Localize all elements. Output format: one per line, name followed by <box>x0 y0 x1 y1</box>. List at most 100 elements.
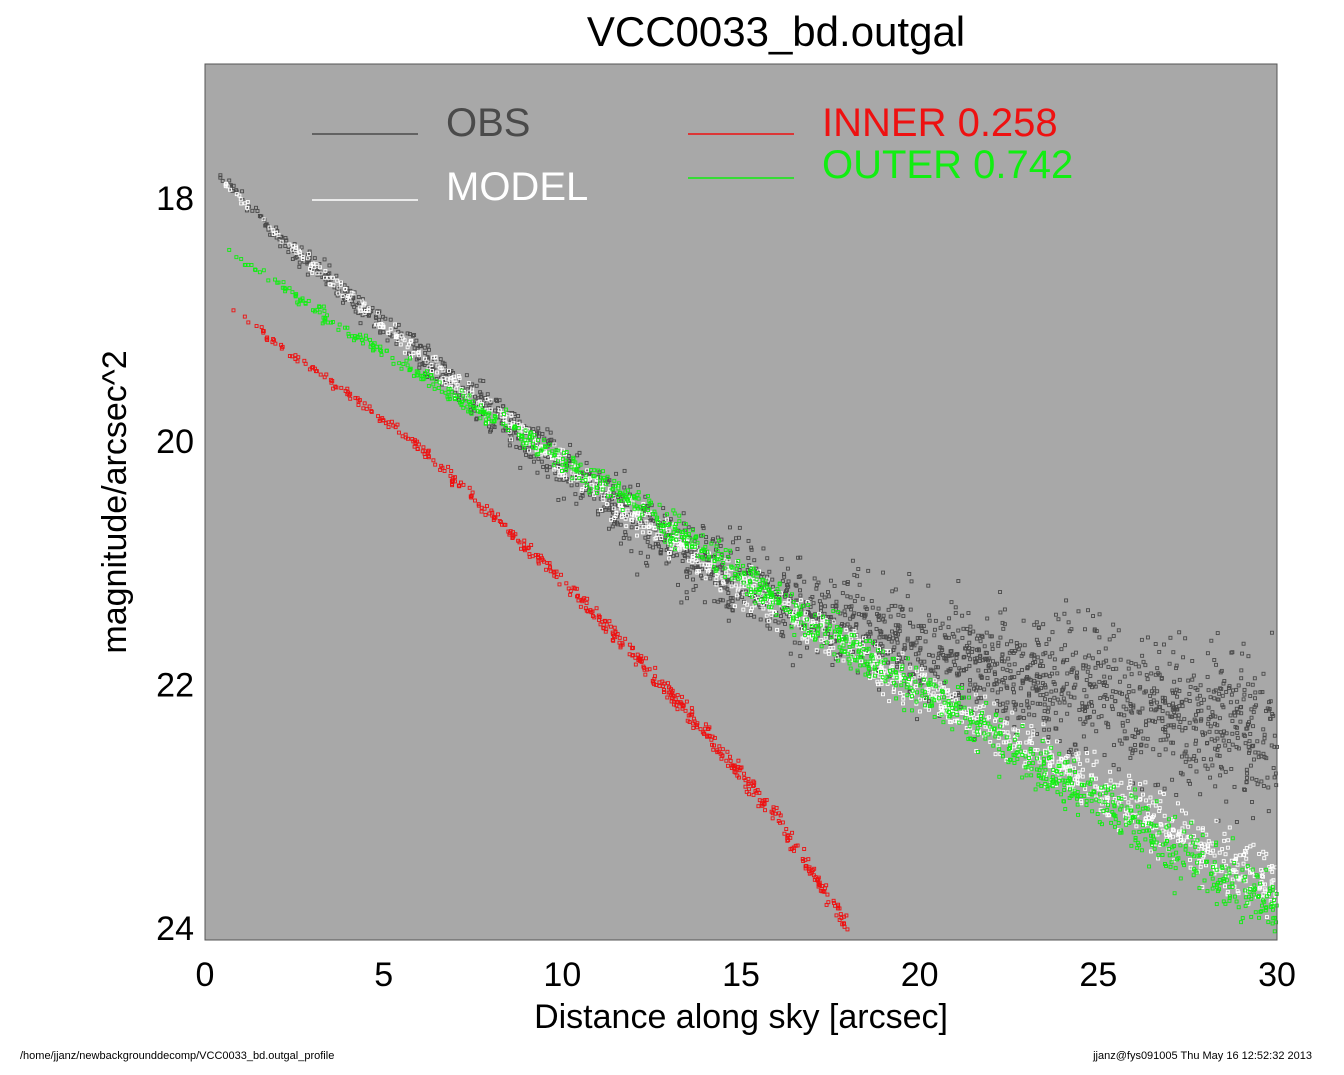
inner-point <box>600 619 605 624</box>
obs-point <box>487 424 491 429</box>
obs-point <box>761 546 766 551</box>
obs-point <box>518 445 523 450</box>
obs-point <box>927 699 931 704</box>
outer-point <box>829 635 834 640</box>
obs-point <box>832 584 837 588</box>
outer-point <box>837 631 842 636</box>
obs-point <box>1018 686 1023 691</box>
outer-point <box>1182 863 1187 868</box>
obs-point <box>1167 703 1172 708</box>
obs-point <box>557 477 562 482</box>
obs-point <box>852 599 857 604</box>
obs-point <box>896 652 901 657</box>
model-point <box>831 619 836 624</box>
inner-point <box>508 529 513 534</box>
obs-point <box>1021 716 1026 720</box>
model-point <box>1222 838 1227 843</box>
inner-point <box>568 592 573 597</box>
outer-point <box>910 688 915 693</box>
model-point <box>644 519 649 524</box>
obs-point <box>1151 747 1156 752</box>
obs-point <box>408 332 412 336</box>
obs-point <box>1205 651 1210 656</box>
outer-point <box>404 358 409 363</box>
x-tick-label: 30 <box>1258 956 1296 994</box>
obs-point <box>1097 612 1102 617</box>
outer-point <box>1143 805 1148 810</box>
obs-point <box>905 636 910 641</box>
outer-point <box>637 516 642 521</box>
obs-point <box>955 652 960 656</box>
obs-point <box>1134 727 1138 732</box>
obs-point <box>1131 703 1136 708</box>
outer-point <box>580 470 584 475</box>
outer-point <box>757 587 762 591</box>
obs-point <box>584 460 589 465</box>
obs-point <box>938 625 943 630</box>
model-point <box>1257 886 1262 891</box>
inner-point <box>816 875 821 880</box>
obs-point <box>823 604 828 609</box>
obs-point <box>1091 614 1095 618</box>
obs-point <box>1187 720 1192 725</box>
obs-point <box>556 497 561 502</box>
obs-point <box>290 257 295 262</box>
outer-point <box>955 712 960 717</box>
obs-point <box>1044 642 1049 647</box>
model-point <box>675 541 680 546</box>
outer-point <box>1051 767 1056 772</box>
obs-point <box>681 511 686 516</box>
outer-point <box>290 290 295 295</box>
outer-point <box>1154 799 1159 804</box>
outer-point <box>982 721 987 726</box>
outer-point <box>638 504 643 509</box>
obs-point <box>1030 686 1035 691</box>
obs-point <box>693 584 698 588</box>
model-point <box>1245 866 1249 871</box>
obs-point <box>691 565 696 570</box>
outer-point <box>846 657 851 662</box>
model-point <box>592 493 597 498</box>
outer-point <box>1029 766 1034 771</box>
obs-point <box>1025 699 1030 704</box>
outer-point <box>1149 838 1154 843</box>
obs-point <box>770 577 775 582</box>
outer-point <box>920 688 925 693</box>
inner-point <box>383 421 388 426</box>
obs-point <box>868 631 873 636</box>
model-point <box>908 665 913 670</box>
model-point <box>1211 848 1216 853</box>
outer-point <box>955 685 960 689</box>
obs-point <box>685 567 690 572</box>
inner-point <box>613 630 618 635</box>
obs-point <box>1105 696 1109 701</box>
inner-point <box>834 913 839 918</box>
obs-point <box>893 623 898 628</box>
obs-point <box>947 616 952 621</box>
outer-point <box>1135 804 1140 809</box>
obs-point <box>1184 754 1189 759</box>
obs-point <box>975 685 980 690</box>
model-point <box>1126 785 1131 790</box>
outer-point <box>1038 751 1043 756</box>
inner-point <box>826 900 831 905</box>
outer-point <box>534 452 539 457</box>
inner-point <box>807 871 812 876</box>
outer-point <box>1214 885 1219 890</box>
legend-label-outer: OUTER 0.742 <box>822 143 1073 187</box>
outer-point <box>813 613 818 618</box>
obs-point <box>1243 741 1248 746</box>
obs-point <box>440 360 445 365</box>
outer-point <box>992 727 996 732</box>
outer-point <box>712 565 717 570</box>
obs-point <box>1259 779 1264 784</box>
outer-point <box>1221 876 1226 881</box>
obs-point <box>898 604 903 609</box>
obs-point <box>826 594 831 599</box>
outer-point <box>875 661 880 666</box>
inner-point <box>771 807 776 812</box>
model-point <box>854 633 859 638</box>
model-point <box>1244 856 1249 861</box>
outer-point <box>902 708 907 713</box>
outer-point <box>849 654 854 659</box>
